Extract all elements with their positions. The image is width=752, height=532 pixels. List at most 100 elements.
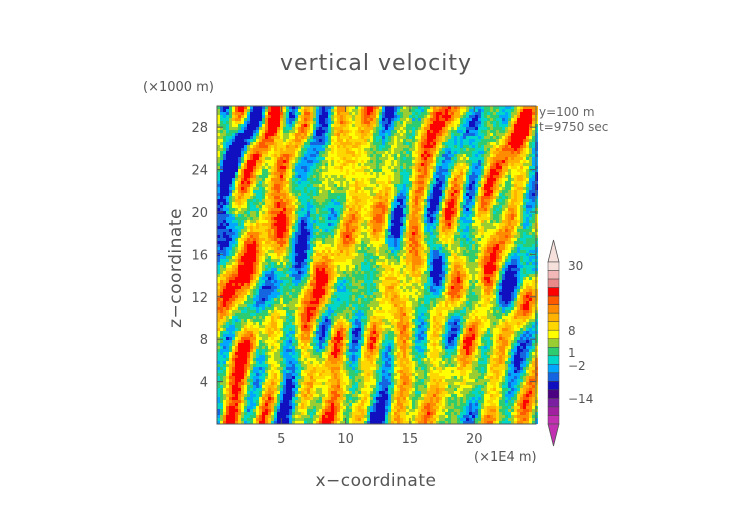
field-cell [220, 244, 223, 247]
field-cell [373, 115, 376, 118]
field-cell [226, 166, 229, 169]
field-cell [250, 169, 253, 172]
field-cell [511, 151, 514, 154]
field-cell [481, 130, 484, 133]
field-cell [511, 133, 514, 136]
field-cell [475, 127, 478, 130]
field-cell [244, 166, 247, 169]
field-cell [433, 112, 436, 115]
field-cell [244, 130, 247, 133]
field-cell [259, 145, 262, 148]
field-cell [301, 124, 304, 127]
field-cell [466, 181, 469, 184]
field-cell [433, 169, 436, 172]
field-cell [226, 190, 229, 193]
field-cell [391, 238, 394, 241]
field-cell [379, 127, 382, 130]
field-cell [325, 211, 328, 214]
field-cell [460, 178, 463, 181]
field-cell [508, 133, 511, 136]
field-cell [514, 235, 517, 238]
field-cell [388, 238, 391, 241]
field-cell [436, 175, 439, 178]
field-cell [523, 142, 526, 145]
field-cell [253, 187, 256, 190]
field-cell [370, 202, 373, 205]
field-cell [277, 223, 280, 226]
field-cell [508, 166, 511, 169]
field-cell [322, 139, 325, 142]
field-cell [466, 169, 469, 172]
field-cell [379, 193, 382, 196]
field-cell [319, 238, 322, 241]
field-cell [511, 184, 514, 187]
field-cell [523, 202, 526, 205]
field-cell [325, 196, 328, 199]
field-cell [289, 157, 292, 160]
field-cell [352, 154, 355, 157]
field-cell [247, 145, 250, 148]
field-cell [454, 121, 457, 124]
field-cell [451, 157, 454, 160]
field-cell [277, 142, 280, 145]
field-cell [409, 118, 412, 121]
field-cell [490, 202, 493, 205]
field-cell [403, 169, 406, 172]
field-cell [505, 217, 508, 220]
field-cell [496, 121, 499, 124]
field-cell [244, 160, 247, 163]
field-cell [439, 187, 442, 190]
field-cell [418, 163, 421, 166]
field-cell [271, 235, 274, 238]
field-cell [358, 142, 361, 145]
field-cell [262, 235, 265, 238]
field-cell [373, 136, 376, 139]
field-cell [289, 193, 292, 196]
field-cell [220, 220, 223, 223]
field-cell [259, 124, 262, 127]
field-cell [379, 136, 382, 139]
field-cell [346, 166, 349, 169]
field-cell [466, 112, 469, 115]
field-cell [310, 217, 313, 220]
field-cell [301, 205, 304, 208]
field-cell [511, 217, 514, 220]
field-cell [460, 121, 463, 124]
field-cell [340, 115, 343, 118]
field-cell [409, 217, 412, 220]
field-cell [289, 217, 292, 220]
field-cell [508, 121, 511, 124]
field-cell [256, 157, 259, 160]
field-cell [250, 211, 253, 214]
field-cell [448, 157, 451, 160]
field-cell [292, 220, 295, 223]
field-cell [379, 202, 382, 205]
field-cell [442, 211, 445, 214]
field-cell [442, 175, 445, 178]
field-cell [298, 124, 301, 127]
field-cell [373, 121, 376, 124]
field-cell [292, 160, 295, 163]
field-cell [265, 112, 268, 115]
field-cell [361, 232, 364, 235]
field-cell [367, 196, 370, 199]
field-cell [460, 217, 463, 220]
field-cell [388, 121, 391, 124]
field-cell [334, 121, 337, 124]
field-cell [331, 163, 334, 166]
field-cell [238, 223, 241, 226]
field-cell [262, 163, 265, 166]
field-cell [379, 154, 382, 157]
field-cell [478, 211, 481, 214]
field-cell [262, 217, 265, 220]
field-cell [283, 151, 286, 154]
field-cell [460, 238, 463, 241]
field-cell [253, 226, 256, 229]
field-cell [427, 196, 430, 199]
field-cell [283, 115, 286, 118]
field-cell [481, 148, 484, 151]
field-cell [337, 130, 340, 133]
field-cell [217, 160, 220, 163]
field-cell [343, 193, 346, 196]
field-cell [334, 172, 337, 175]
